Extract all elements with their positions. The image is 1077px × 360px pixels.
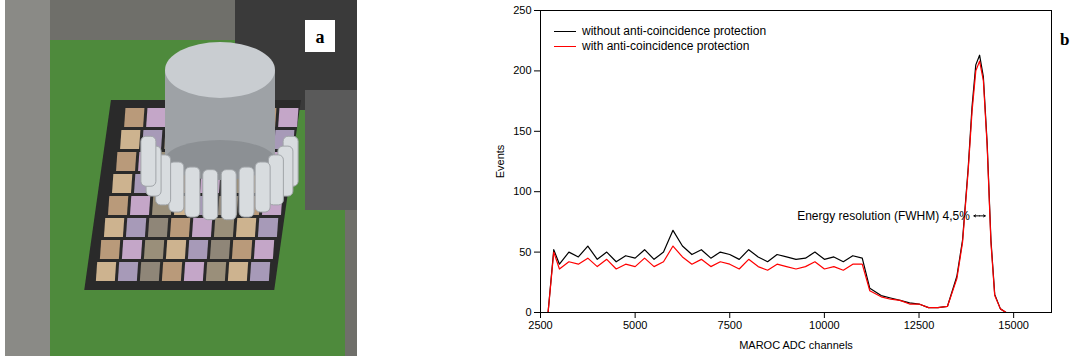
svg-text:250: 250 bbox=[513, 4, 531, 16]
svg-text:50: 50 bbox=[519, 246, 531, 258]
svg-text:Energy resolution (FWHM) 4,5%: Energy resolution (FWHM) 4,5% bbox=[797, 209, 970, 223]
svg-text:12500: 12500 bbox=[904, 319, 935, 331]
svg-text:Events: Events bbox=[494, 144, 506, 178]
svg-text:a: a bbox=[316, 27, 325, 47]
svg-text:200: 200 bbox=[513, 64, 531, 76]
svg-text:100: 100 bbox=[513, 185, 531, 197]
html-text:without anti-coincidence prote: without anti-coincidence protection bbox=[582, 24, 767, 38]
svg-text:5000: 5000 bbox=[623, 319, 647, 331]
svg-text:15000: 15000 bbox=[998, 319, 1029, 331]
html-text:b: b bbox=[1060, 30, 1070, 49]
svg-text:MAROC ADC channels: MAROC ADC channels bbox=[739, 339, 853, 351]
html-text:with anti-coincidence protecti: with anti-coincidence protection bbox=[582, 39, 750, 53]
svg-text:10000: 10000 bbox=[809, 319, 840, 331]
svg-text:7500: 7500 bbox=[718, 319, 742, 331]
svg-text:150: 150 bbox=[513, 125, 531, 137]
svg-text:2500: 2500 bbox=[528, 319, 552, 331]
svg-text:0: 0 bbox=[525, 306, 531, 318]
